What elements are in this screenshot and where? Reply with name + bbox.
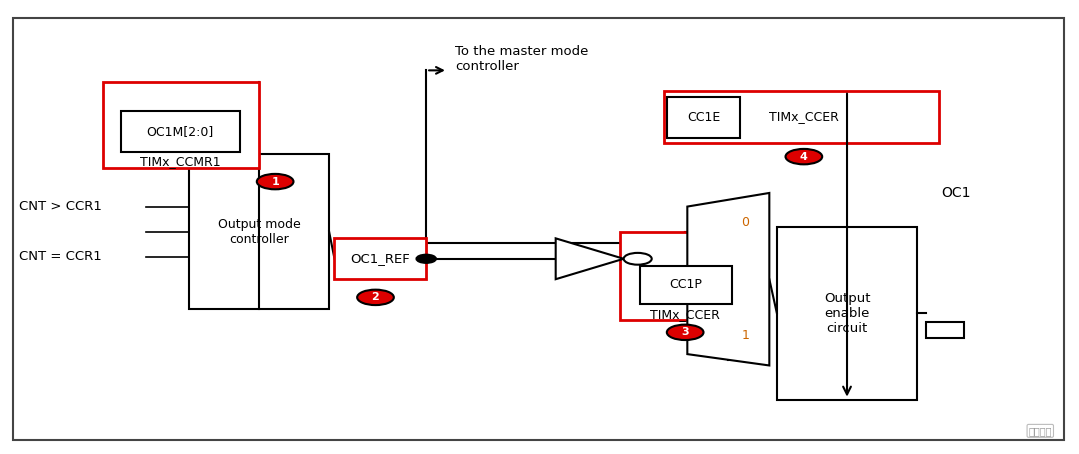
Text: CC1P: CC1P — [669, 278, 702, 291]
Text: OC1_REF: OC1_REF — [351, 252, 410, 265]
Bar — [640, 266, 732, 304]
Bar — [103, 82, 259, 168]
Circle shape — [624, 253, 652, 265]
Bar — [664, 91, 939, 143]
Text: 3: 3 — [681, 327, 689, 337]
Text: 4: 4 — [800, 152, 808, 162]
Bar — [620, 232, 750, 320]
Bar — [926, 322, 964, 338]
Bar — [334, 238, 426, 279]
Text: TIMx_CCER: TIMx_CCER — [651, 308, 720, 321]
Text: 0: 0 — [741, 216, 750, 229]
Text: 1: 1 — [271, 177, 279, 187]
Text: OC1M[2:0]: OC1M[2:0] — [147, 125, 214, 138]
Bar — [121, 111, 240, 152]
Text: 创新互联: 创新互联 — [1028, 426, 1052, 436]
Polygon shape — [556, 238, 624, 279]
Text: CNT = CCR1: CNT = CCR1 — [19, 250, 103, 263]
Bar — [189, 154, 329, 309]
Text: 2: 2 — [371, 292, 380, 302]
Circle shape — [357, 290, 394, 305]
Text: TIMx_CCER: TIMx_CCER — [769, 110, 838, 123]
Circle shape — [416, 255, 436, 263]
Circle shape — [786, 149, 822, 164]
Bar — [667, 97, 740, 138]
Polygon shape — [687, 193, 769, 365]
Text: TIMx_CCMR1: TIMx_CCMR1 — [140, 155, 221, 168]
Bar — [777, 227, 917, 400]
Circle shape — [257, 174, 293, 189]
Text: To the master mode
controller: To the master mode controller — [455, 45, 589, 73]
Text: OC1: OC1 — [941, 186, 970, 200]
Text: Output mode
controller: Output mode controller — [218, 217, 300, 246]
Circle shape — [667, 325, 704, 340]
Text: CNT > CCR1: CNT > CCR1 — [19, 200, 103, 213]
Text: 1: 1 — [741, 330, 750, 342]
Text: Output
enable
circuit: Output enable circuit — [823, 292, 871, 335]
Text: CC1E: CC1E — [687, 111, 720, 123]
